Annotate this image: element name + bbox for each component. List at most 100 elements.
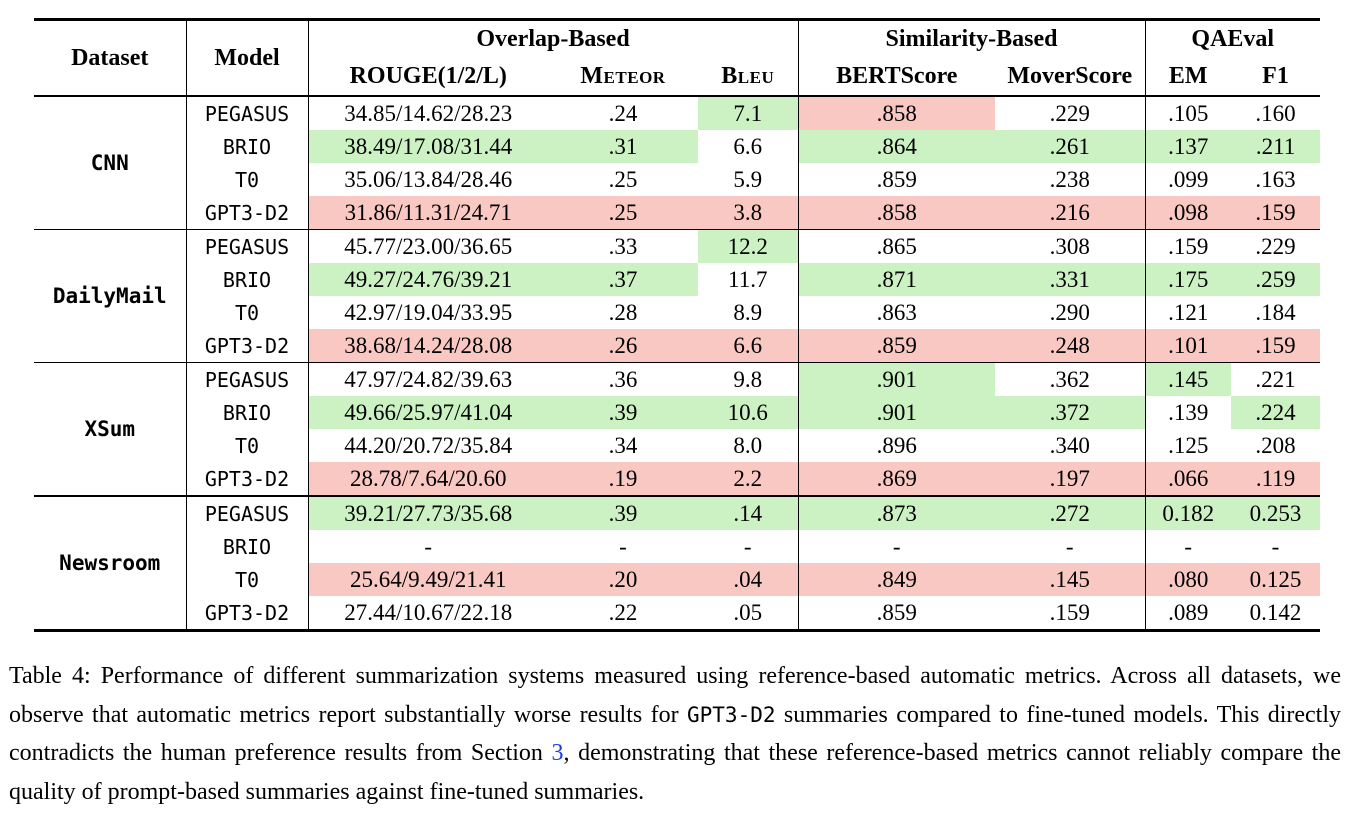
metric-value: 39.21/27.73/35.68 [307,495,548,530]
metric-value: .105 [1144,95,1232,130]
metric-value: 42.97/19.04/33.95 [307,296,548,329]
table-row: BRIO 49.27/24.76/39.21.37 11.7 .871.331.175… [34,263,1321,296]
metric-value: .37 [548,263,698,296]
metric-value: .197 [995,462,1146,496]
header-dataset: Dataset [34,19,186,97]
table-row: Newsroom PEGASUS 39.21/27.73/35.68.39.14.8… [34,495,1321,631]
metric-value: 44.20/20.72/35.84 [307,429,548,462]
metric-value: .901 [797,362,996,396]
metric-value: .137 [1144,130,1232,163]
metric-value: .33 [548,229,698,263]
metric-value: 9.8 [698,362,799,396]
metric-value: 47.97/24.82/39.63 [307,362,548,396]
metric-value: 5.9 [733,166,763,192]
metric-value: .34 [608,432,638,458]
metric-value: .362 [995,362,1146,396]
metric-value: .119 [1231,462,1321,496]
metric-value: 3.8 [698,196,799,230]
metric-value: .859 [797,329,996,363]
metric-value: .238 [1049,166,1090,192]
header-bleu: Bleu [698,58,799,97]
metric-value: 0.142 [1249,599,1302,625]
metric-value: .36 [548,362,698,396]
metric-value: 12.2 [698,229,799,263]
metric-value: 0.125 [1231,563,1321,596]
header-group-overlap: Overlap-Based [307,19,799,58]
table-row: GPT3-D2 38.68/14.24/28.08.26 6.6.859.248.1… [34,329,1321,363]
metric-value: .101 [1144,329,1232,363]
metric-value: .39 [548,495,698,530]
metric-value: .859 [797,163,996,196]
metric-value: - [1144,530,1232,563]
section-3-link[interactable]: 3 [551,740,564,766]
header-f1: F1 [1231,58,1321,97]
model-label: PEGASUS [185,495,308,530]
metric-value: 10.6 [698,396,799,429]
table-row: DailyMail PEGASUS 45.77/23.00/36.65.33 12.2… [34,229,1321,363]
metric-value: .159 [1231,196,1321,230]
metric-value: 2.2 [698,462,799,496]
model-label: PEGASUS [185,229,308,263]
metric-value: .20 [548,563,698,596]
metric-value: - [1271,533,1280,559]
metric-value: .159 [1144,229,1232,263]
model-label: BRIO [185,396,308,429]
header-group-similarity: Similarity-Based [797,19,1146,58]
metric-value: 7.1 [698,95,799,130]
results-table-body: CNN PEGASUS 34.85/14.62/28.23.24 7.1.858.22… [34,95,1321,631]
metric-value: .098 [1144,196,1232,230]
metric-value: .216 [995,196,1146,230]
metric-value: .221 [1231,362,1321,396]
metric-value: 11.7 [728,266,768,292]
metric-value: - [619,533,627,559]
metric-value: .28 [608,299,638,325]
metric-value: .865 [797,229,996,263]
metric-value: .859 [797,596,996,631]
header-model: Model [185,19,308,97]
metric-value: .261 [995,130,1146,163]
results-table: Dataset Model Overlap-Based Similarity-B… [34,18,1321,632]
header-meteor: Meteor [548,58,698,97]
metric-value: 27.44/10.67/22.18 [307,596,548,631]
metric-value: .159 [1231,329,1321,363]
metric-value: 49.66/25.97/41.04 [307,396,548,429]
metric-value: .099 [1144,163,1232,196]
metric-value: .175 [1144,263,1232,296]
table-row: BRIO - - - - - - - [34,530,1320,563]
metric-value: .849 [797,563,996,596]
model-label: GPT3-D2 [185,596,308,631]
metric-value: 0.253 [1231,495,1321,530]
metric-value: .089 [1144,596,1232,631]
metric-value: .259 [1231,263,1321,296]
metric-value: .290 [1049,299,1090,325]
model-label: T0 [185,563,308,596]
metric-value: .04 [698,563,799,596]
model-label: PEGASUS [185,362,308,396]
metric-value: .863 [797,296,996,329]
caption-text-3: , demonstrating that these reference-bas… [9,740,1341,805]
model-label: T0 [185,163,308,196]
metric-value: .31 [548,130,698,163]
metric-value: 38.68/14.24/28.08 [307,329,548,363]
metric-value: .24 [548,95,698,130]
metric-value: - [307,530,548,563]
metric-value: 31.86/11.31/24.71 [307,196,548,230]
model-label: PEGASUS [185,95,308,130]
metric-value: 25.64/9.49/21.41 [307,563,548,596]
metric-value: .229 [1231,229,1321,263]
model-label: BRIO [185,130,308,163]
table-row: XSum PEGASUS 47.97/24.82/39.63.36 9.8.901.3… [34,362,1321,496]
metric-value: .272 [995,495,1146,530]
metric-value: .372 [995,396,1146,429]
metric-value: 34.85/14.62/28.23 [307,95,548,130]
metric-value: .14 [698,495,799,530]
metric-value: .858 [797,196,996,230]
dataset-label: XSum [34,362,186,496]
metric-value: .22 [608,599,638,625]
metric-value: .224 [1231,396,1321,429]
table-row: BRIO 38.49/17.08/31.44.31 6.6 .864.261.137.… [34,130,1321,163]
caption-code-gpt3d2: GPT3-D2 [687,702,776,727]
model-label: T0 [185,429,308,462]
metric-value: 8.9 [733,299,763,325]
metric-value: 45.77/23.00/36.65 [307,229,548,263]
